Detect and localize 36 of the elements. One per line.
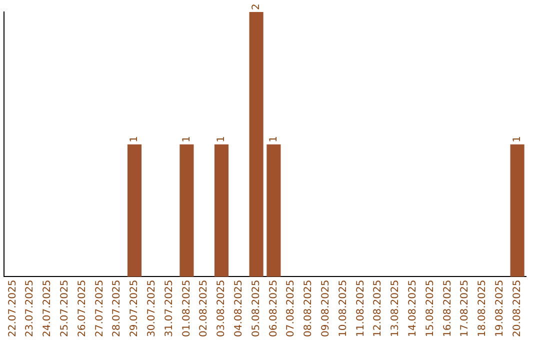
x-tick-label: 13.08.2025	[390, 280, 402, 338]
x-tick-label: 11.08.2025	[355, 280, 366, 338]
data-label: 2	[250, 4, 262, 10]
x-tick-label: 15.08.2025	[424, 280, 436, 338]
x-tick-label: 08.08.2025	[303, 280, 314, 338]
x-tick-label: 16.08.2025	[442, 280, 454, 338]
x-tick-label: 27.07.2025	[94, 280, 106, 338]
x-tick-label: 31.07.2025	[164, 280, 175, 338]
x-tick-label: 26.07.2025	[76, 280, 88, 338]
data-label: 1	[216, 136, 228, 142]
x-tick-label: 22.07.2025	[7, 280, 18, 338]
x-tick-label: 04.08.2025	[233, 280, 244, 338]
x-tick-label: 28.07.2025	[112, 280, 123, 338]
x-tick-label: 10.08.2025	[338, 280, 349, 338]
x-tick-label: 24.07.2025	[42, 280, 54, 338]
x-tick-label: 12.08.2025	[372, 280, 384, 338]
x-tick-label: 14.08.2025	[407, 280, 418, 338]
data-label: 1	[181, 136, 192, 142]
x-tick-label: 29.07.2025	[129, 280, 140, 338]
x-tick-label: 18.08.2025	[477, 280, 488, 338]
x-tick-label: 03.08.2025	[216, 280, 228, 338]
x-tick-label: 23.07.2025	[24, 280, 36, 338]
x-tick-label: 06.08.2025	[268, 280, 280, 338]
x-tick-label: 09.08.2025	[320, 280, 332, 338]
data-label: 1	[512, 136, 523, 142]
x-tick-label: 05.08.2025	[250, 280, 262, 338]
x-tick-label: 07.08.2025	[286, 280, 297, 338]
x-tick-label: 19.08.2025	[494, 280, 506, 338]
data-label: 1	[268, 136, 280, 142]
x-tick-label: 02.08.2025	[198, 280, 210, 338]
x-tick-label: 30.07.2025	[146, 280, 158, 338]
data-label: 1	[129, 136, 140, 142]
x-tick-label: 17.08.2025	[460, 280, 471, 338]
x-tick-label: 01.08.2025	[181, 280, 192, 338]
x-tick-label: 25.07.2025	[59, 280, 70, 338]
x-tick-label: 20.08.2025	[512, 280, 523, 338]
